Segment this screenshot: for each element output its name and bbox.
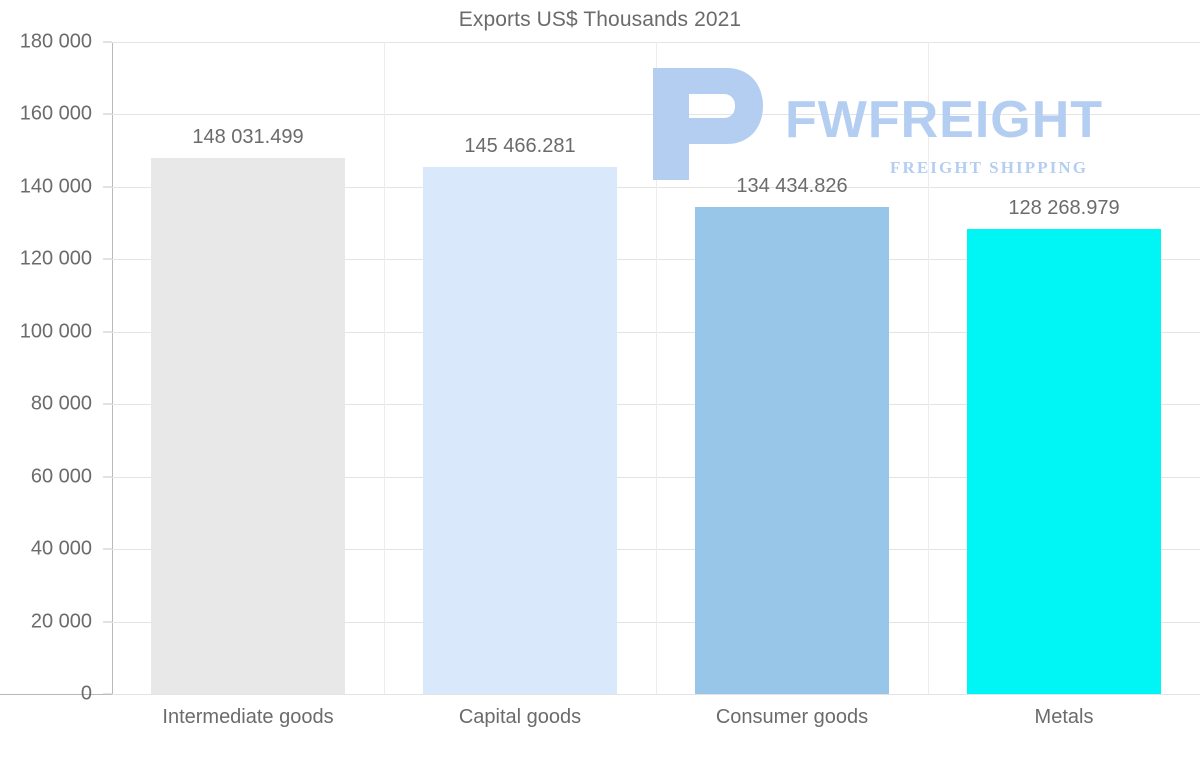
bar-value-label: 128 268.979 [1008, 197, 1120, 220]
y-tick-mark [103, 113, 112, 115]
y-tick-label: 80 000 [30, 392, 92, 415]
bar[interactable] [151, 157, 345, 694]
y-tick-mark [103, 186, 112, 188]
bar-value-label: 134 434.826 [736, 175, 848, 198]
y-tick-mark [103, 258, 112, 260]
y-tick-label: 180 000 [19, 30, 92, 53]
bar-value-label: 148 031.499 [192, 125, 304, 148]
x-tick-label: Capital goods [458, 706, 582, 728]
y-tick-mark [103, 403, 112, 405]
bar-value-label: 145 466.281 [464, 135, 576, 158]
bar[interactable] [423, 167, 617, 694]
gridline-vertical [384, 42, 385, 694]
y-tick-mark [103, 41, 112, 43]
gridline-vertical [656, 42, 657, 694]
y-tick-mark [103, 331, 112, 333]
plot-area [112, 42, 1200, 695]
bar[interactable] [695, 207, 889, 694]
y-tick-mark [103, 548, 112, 550]
y-tick-label: 160 000 [19, 102, 92, 125]
x-tick-label: Consumer goods [715, 706, 869, 728]
y-tick-mark [103, 621, 112, 623]
y-tick-label: 20 000 [30, 610, 92, 633]
y-axis-line [112, 42, 113, 695]
gridline-vertical [928, 42, 929, 694]
y-tick-label: 60 000 [30, 465, 92, 488]
x-tick-label: Intermediate goods [162, 706, 334, 728]
x-tick-label: Metals [1034, 706, 1094, 728]
y-tick-label: 40 000 [30, 537, 92, 560]
y-tick-mark [103, 693, 112, 695]
bar[interactable] [967, 229, 1161, 694]
chart-title: Exports US$ Thousands 2021 [458, 8, 742, 31]
y-tick-mark [103, 476, 112, 478]
gridline-horizontal [112, 694, 1200, 695]
y-tick-label: 0 [80, 682, 92, 705]
y-tick-label: 100 000 [19, 320, 92, 343]
y-tick-label: 120 000 [19, 247, 92, 270]
y-tick-label: 140 000 [19, 175, 92, 198]
